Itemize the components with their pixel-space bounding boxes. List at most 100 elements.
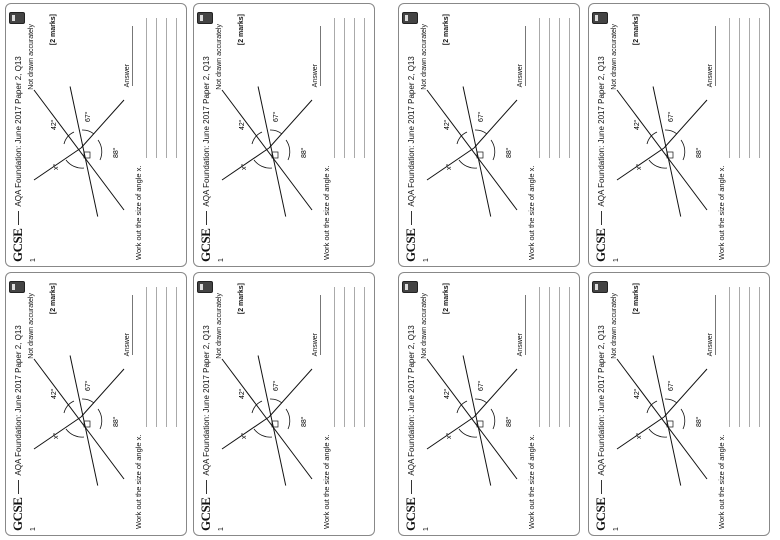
working-line[interactable] [739, 18, 740, 158]
question-source-title: AQA Foundation: June 2017 Paper 2, Q13 [406, 56, 416, 207]
angle-arc-42 [63, 400, 75, 414]
right-angle-mark [666, 151, 674, 159]
answer-field[interactable] [525, 26, 526, 86]
working-line[interactable] [729, 287, 730, 427]
diagram-line-3 [33, 147, 82, 181]
working-line[interactable] [559, 18, 560, 158]
working-line[interactable] [364, 18, 365, 158]
working-line[interactable] [549, 287, 550, 427]
angle-arc-88 [490, 139, 496, 161]
answer-field[interactable] [132, 295, 133, 355]
working-line[interactable] [739, 287, 740, 427]
answer-field[interactable] [525, 295, 526, 355]
answer-field[interactable] [715, 26, 716, 86]
diagram-line-4 [473, 368, 518, 418]
label-67: 67° [477, 380, 485, 391]
working-line[interactable] [759, 18, 760, 158]
label-x: x° [240, 164, 248, 171]
not-drawn-note: Not drawn accurately [421, 293, 428, 359]
answer-label: Answer [707, 333, 714, 357]
question-source-title: AQA Foundation: June 2017 Paper 2, Q13 [201, 325, 211, 476]
label-x: x° [635, 433, 643, 440]
calculator-icon [9, 12, 25, 24]
answer-field[interactable] [715, 295, 716, 355]
not-drawn-note: Not drawn accurately [421, 24, 428, 90]
angle-arc-88 [97, 139, 103, 161]
working-line[interactable] [334, 18, 335, 158]
working-line[interactable] [334, 287, 335, 427]
working-line[interactable] [569, 18, 570, 158]
working-line[interactable] [549, 18, 550, 158]
working-line[interactable] [176, 18, 177, 158]
angle-arc-42 [251, 400, 263, 414]
working-line[interactable] [539, 18, 540, 158]
working-line[interactable] [146, 287, 147, 427]
angle-diagram: x° 42° 67° 88° [221, 86, 313, 217]
gcse-logo: GCSE [198, 497, 213, 531]
question-card-7: GCSE AQA Foundation: June 2017 Paper 2, … [398, 272, 580, 536]
working-line[interactable] [569, 287, 570, 427]
question-card-6: GCSE AQA Foundation: June 2017 Paper 2, … [588, 3, 770, 267]
working-line[interactable] [559, 287, 560, 427]
working-line[interactable] [539, 287, 540, 427]
label-88: 88° [505, 416, 513, 427]
working-line[interactable] [166, 18, 167, 158]
label-42: 42° [443, 388, 451, 399]
label-x: x° [635, 164, 643, 171]
angle-arc-88 [680, 408, 686, 430]
header-dash [600, 479, 602, 494]
diagram-line-1 [426, 89, 518, 211]
angle-arc-x [253, 428, 273, 438]
label-88: 88° [695, 147, 703, 158]
working-line[interactable] [156, 287, 157, 427]
working-line[interactable] [344, 18, 345, 158]
not-drawn-note: Not drawn accurately [611, 293, 618, 359]
not-drawn-note: Not drawn accurately [216, 24, 223, 90]
diagram-line-1 [616, 89, 708, 211]
question-prompt: Work out the size of angle x. [134, 165, 143, 261]
label-x: x° [445, 164, 453, 171]
label-42: 42° [633, 388, 641, 399]
angle-arc-88 [680, 139, 686, 161]
angle-arc-42 [63, 131, 75, 145]
working-line[interactable] [364, 287, 365, 427]
working-line[interactable] [176, 287, 177, 427]
diagram-line-4 [268, 368, 313, 418]
working-line[interactable] [759, 287, 760, 427]
diagram-line-1 [33, 89, 125, 211]
answer-label: Answer [312, 333, 319, 357]
answer-label: Answer [707, 64, 714, 88]
working-line[interactable] [146, 18, 147, 158]
question-number: 1 [30, 527, 37, 531]
card-header: GCSE AQA Foundation: June 2017 Paper 2, … [198, 325, 214, 531]
question-number: 1 [218, 258, 225, 262]
answer-field[interactable] [320, 26, 321, 86]
working-line[interactable] [156, 18, 157, 158]
label-x: x° [445, 433, 453, 440]
answer-field[interactable] [320, 295, 321, 355]
right-angle-mark [476, 151, 484, 159]
angle-arc-42 [251, 131, 263, 145]
marks-label: [2 marks] [238, 283, 245, 315]
label-88: 88° [112, 416, 120, 427]
diagram-line-1 [221, 89, 313, 211]
working-line[interactable] [354, 287, 355, 427]
working-line[interactable] [749, 287, 750, 427]
question-prompt: Work out the size of angle x. [717, 434, 726, 530]
angle-arc-88 [285, 139, 291, 161]
working-line[interactable] [749, 18, 750, 158]
working-line[interactable] [354, 18, 355, 158]
header-dash [205, 210, 207, 225]
angle-arc-67 [664, 398, 678, 404]
question-card-3: GCSE AQA Foundation: June 2017 Paper 2, … [5, 272, 187, 536]
diagram-line-1 [616, 358, 708, 480]
working-line[interactable] [729, 18, 730, 158]
working-line[interactable] [344, 287, 345, 427]
angle-arc-42 [646, 131, 658, 145]
working-line[interactable] [166, 287, 167, 427]
question-prompt: Work out the size of angle x. [527, 165, 536, 261]
label-x: x° [240, 433, 248, 440]
label-67: 67° [84, 380, 92, 391]
right-angle-mark [666, 420, 674, 428]
answer-field[interactable] [132, 26, 133, 86]
